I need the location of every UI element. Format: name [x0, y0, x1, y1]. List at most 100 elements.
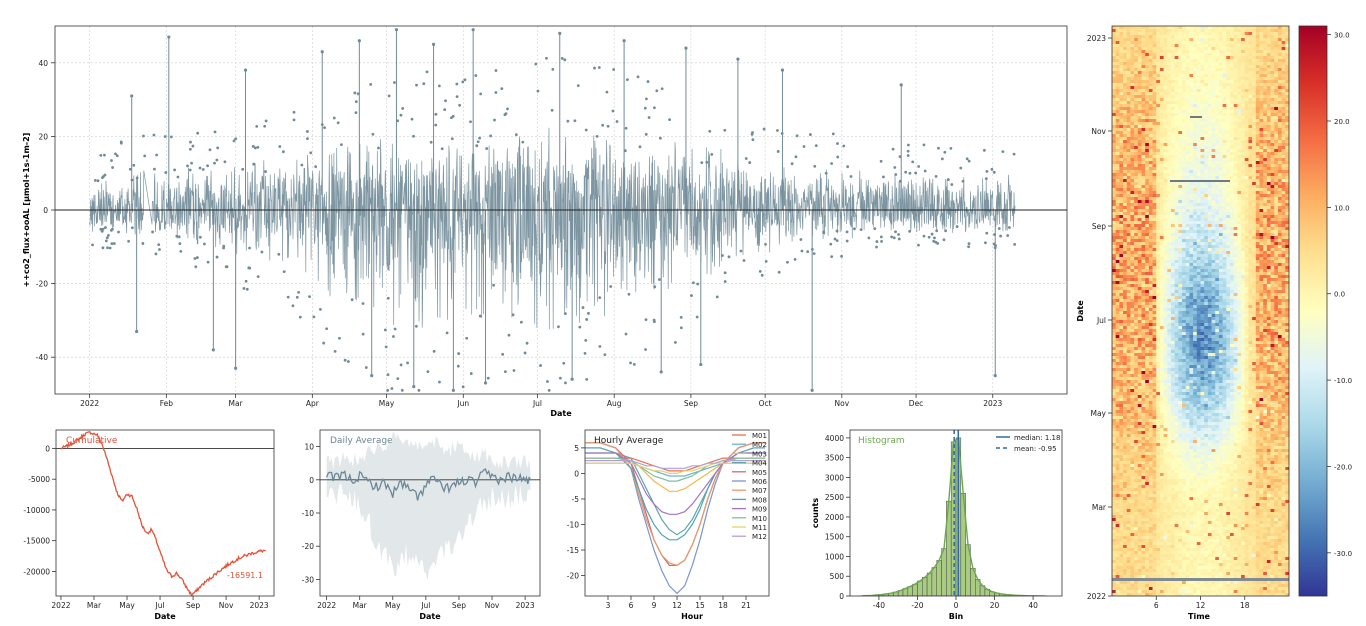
heatmap-cell: [1218, 155, 1223, 159]
heatmap-cell: [1200, 155, 1205, 159]
heatmap-cell: [1241, 77, 1246, 81]
heatmap-cell: [1266, 62, 1271, 66]
heatmap-cell: [1141, 290, 1146, 294]
heatmap-cell: [1281, 164, 1286, 168]
heatmap-cell: [1222, 221, 1227, 225]
heatmap-cell: [1174, 53, 1179, 57]
heatmap-cell: [1222, 254, 1227, 258]
heatmap-cell: [1277, 95, 1282, 99]
heatmap-cell: [1281, 269, 1286, 273]
timeseries-point: [461, 385, 465, 389]
cumulative-xtick-label: Sep: [186, 601, 200, 610]
heatmap-cell: [1130, 149, 1135, 153]
heatmap-cell: [1167, 176, 1172, 180]
heatmap-cell: [1211, 71, 1216, 75]
timeseries-point: [1007, 226, 1011, 229]
heatmap-cell: [1281, 251, 1286, 255]
heatmap-cell: [1259, 203, 1264, 207]
heatmap-cell: [1230, 176, 1234, 180]
heatmap-cell: [1156, 227, 1161, 231]
heatmap-cell: [1115, 263, 1120, 267]
heatmap-cell: [1178, 53, 1183, 57]
heatmap-cell: [1174, 116, 1179, 120]
heatmap-cell: [1218, 116, 1223, 120]
heatmap-cell: [1230, 44, 1234, 48]
heatmap-cell: [1237, 80, 1242, 84]
heatmap-cell: [1204, 281, 1209, 285]
heatmap-cell: [1134, 104, 1139, 108]
heatmap-cell: [1163, 47, 1168, 51]
heatmap-cell: [1226, 92, 1231, 96]
heatmap-cell: [1255, 260, 1260, 264]
heatmap-cell: [1211, 197, 1216, 201]
heatmap-cell: [1259, 200, 1264, 204]
heatmap-cell: [1248, 173, 1253, 177]
timeseries-spike-point: [780, 68, 785, 72]
heatmap-cell: [1196, 218, 1201, 222]
heatmap-cell: [1123, 170, 1128, 174]
heatmap-cell: [1152, 104, 1157, 108]
timeseries-point: [325, 327, 329, 331]
heatmap-cell: [1174, 125, 1179, 129]
heatmap-cell: [1270, 167, 1275, 171]
heatmap-cell: [1126, 128, 1131, 132]
heatmap-cell: [1263, 209, 1268, 213]
heatmap-cell: [1141, 50, 1146, 54]
heatmap-cell: [1215, 254, 1220, 258]
heatmap-cell: [1230, 284, 1234, 288]
heatmap-cell: [1255, 218, 1260, 222]
heatmap-cell: [1148, 233, 1153, 237]
heatmap-cell: [1174, 287, 1179, 291]
heatmap-cell: [1159, 101, 1164, 105]
timeseries-point: [786, 260, 789, 264]
heatmap-cell: [1263, 113, 1268, 117]
heatmap-cell: [1152, 242, 1157, 246]
heatmap-cell: [1255, 182, 1260, 186]
heatmap-cell: [1178, 146, 1183, 150]
heatmap-cell: [1174, 188, 1179, 192]
heatmap-cell: [1270, 146, 1275, 150]
heatmap-cell: [1270, 287, 1275, 291]
heatmap-cell: [1112, 164, 1116, 168]
heatmap-cell: [1248, 266, 1253, 270]
heatmap-cell: [1167, 230, 1172, 234]
heatmap-cell: [1266, 254, 1271, 258]
heatmap-cell: [1274, 74, 1279, 78]
heatmap-cell: [1204, 158, 1209, 162]
timeseries-point: [576, 84, 580, 88]
timeseries-point: [646, 80, 650, 83]
heatmap-cell: [1171, 200, 1175, 204]
heatmap-cell: [1255, 170, 1260, 174]
heatmap-cell: [1182, 269, 1187, 273]
heatmap-cell: [1145, 62, 1150, 66]
heatmap-cell: [1193, 113, 1198, 117]
heatmap-cell: [1281, 125, 1286, 129]
timeseries-point: [814, 144, 818, 148]
heatmap-cell: [1200, 131, 1205, 135]
heatmap-cell: [1237, 248, 1242, 252]
heatmap-cell: [1207, 77, 1212, 81]
heatmap-cell: [1137, 239, 1142, 243]
heatmap-cell: [1204, 95, 1209, 99]
heatmap-cell: [1263, 68, 1268, 72]
heatmap-cell: [1137, 41, 1142, 45]
heatmap-cell: [1207, 248, 1212, 252]
heatmap-cell: [1163, 146, 1168, 150]
heatmap-cell: [1200, 104, 1205, 108]
heatmap-cell: [1218, 272, 1223, 276]
heatmap-cell: [1241, 239, 1246, 243]
heatmap-cell: [1259, 218, 1264, 222]
heatmap-cell: [1134, 59, 1139, 63]
heatmap-cell: [1134, 281, 1139, 285]
timeseries-point: [444, 99, 447, 103]
heatmap-cell: [1244, 215, 1249, 219]
heatmap-cell: [1248, 146, 1253, 150]
heatmap-cell: [1159, 275, 1164, 279]
heatmap-cell: [1167, 131, 1172, 135]
heatmap-cell: [1193, 83, 1198, 87]
heatmap-cell: [1115, 35, 1120, 39]
heatmap-cell: [1182, 110, 1187, 114]
heatmap-cell: [1259, 260, 1264, 264]
heatmap-cell: [1159, 110, 1164, 114]
heatmap-cell: [1185, 32, 1190, 36]
